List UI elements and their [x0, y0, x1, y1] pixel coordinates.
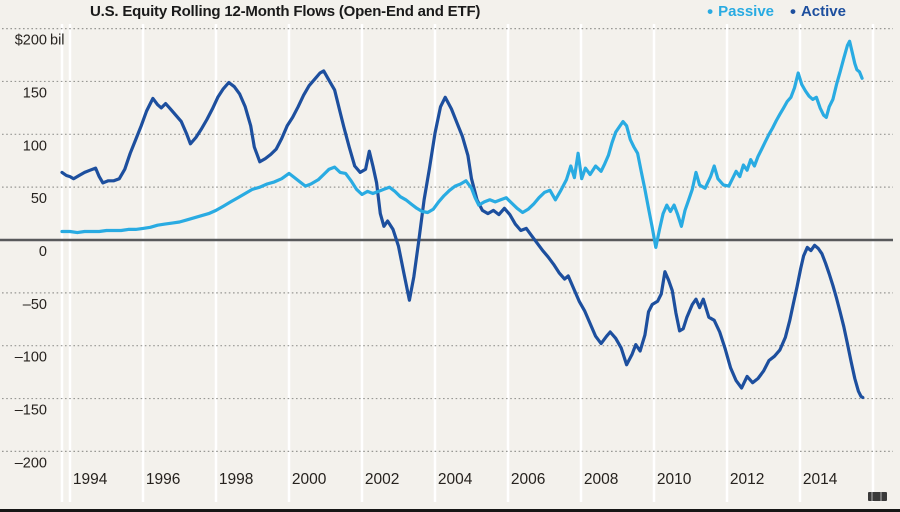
svg-text:–200: –200	[15, 455, 47, 471]
svg-text:0: 0	[39, 244, 47, 260]
y-axis-labels: $200 bil 150 100 50 0 –50 –100 –150 –200	[15, 33, 65, 472]
svg-text:50: 50	[31, 191, 47, 207]
watermark-badge	[868, 492, 887, 501]
legend-dot-icon-passive: •	[707, 1, 714, 21]
svg-text:150: 150	[23, 85, 47, 101]
vertical-year-gridlines	[60, 24, 875, 502]
svg-text:2000: 2000	[292, 471, 327, 488]
series-line-active	[60, 69, 865, 400]
chart-header: U.S. Equity Rolling 12-Month Flows (Open…	[0, 0, 900, 24]
horizontal-gridlines	[0, 28, 893, 452]
legend-dot-icon-active: •	[790, 1, 796, 21]
svg-text:2004: 2004	[438, 471, 473, 488]
x-axis-labels: 1994 1996 1998 2000 2002 2004 2006 2008 2010 2012…	[73, 471, 838, 488]
svg-text:–150: –150	[15, 403, 47, 419]
svg-text:2006: 2006	[511, 471, 545, 488]
svg-text:$200: $200	[15, 33, 47, 49]
legend-label-active: Active	[800, 3, 846, 20]
legend-label-passive: Passive	[718, 3, 775, 20]
svg-text:bil: bil	[50, 33, 65, 49]
chart-title: U.S. Equity Rolling 12-Month Flows (Open…	[90, 3, 481, 20]
chart-legend: • Passive • Active	[707, 1, 846, 21]
svg-text:2014: 2014	[803, 471, 838, 488]
svg-text:100: 100	[23, 138, 47, 154]
svg-text:1994: 1994	[73, 471, 108, 488]
legend-item-passive: • Passive	[707, 1, 775, 21]
svg-text:–50: –50	[23, 297, 47, 313]
svg-text:1998: 1998	[219, 471, 253, 488]
svg-text:2010: 2010	[657, 471, 692, 488]
svg-text:2002: 2002	[365, 471, 399, 488]
svg-text:–100: –100	[15, 350, 47, 366]
svg-text:1996: 1996	[146, 471, 180, 488]
svg-text:2012: 2012	[730, 471, 764, 488]
svg-text:2008: 2008	[584, 471, 618, 488]
series-line-passive	[60, 39, 864, 249]
legend-item-active: • Active	[790, 1, 846, 21]
